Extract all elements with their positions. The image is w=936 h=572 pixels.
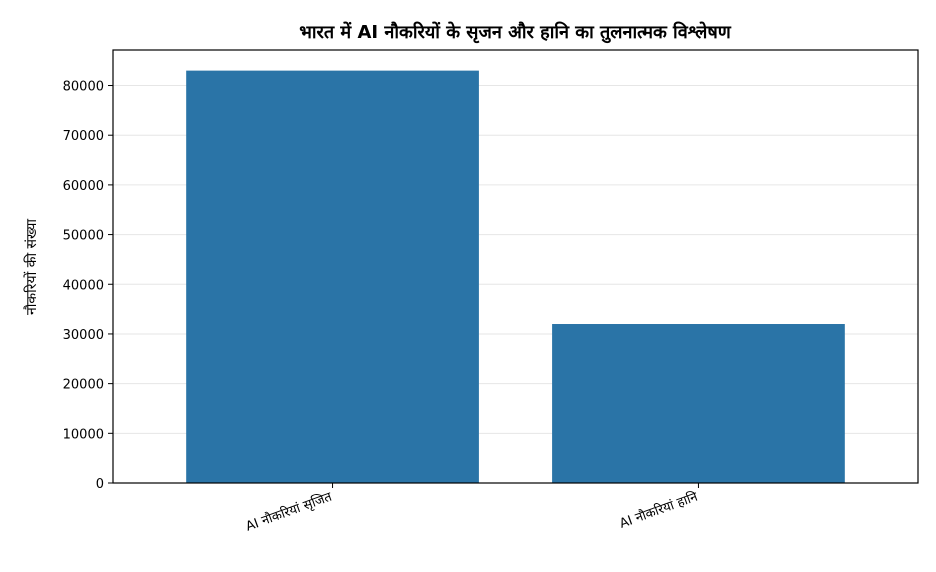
y-axis-ticks: 0 10000 20000 30000 40000 50000 60000 70000 8000… (63, 80, 113, 492)
bar-1 (186, 70, 479, 483)
y-tick-label: 10000 (63, 427, 104, 442)
y-tick-label: 60000 (63, 179, 104, 194)
chart-title: भारत में AI नौकरियों के सृजन और हानि का … (299, 21, 732, 44)
y-tick-label: 40000 (63, 278, 104, 293)
plot-frame (112, 49, 919, 484)
y-tick-label: 20000 (63, 378, 104, 393)
y-tick-label: 30000 (63, 328, 104, 343)
y-tick-label: 50000 (63, 229, 104, 244)
y-tick-label: 70000 (63, 129, 104, 144)
bar-2 (552, 324, 845, 483)
y-tick-label: 0 (96, 477, 104, 492)
y-axis-label: नौकरियों की संख्या (23, 219, 40, 315)
bars (186, 70, 845, 483)
y-tick-label: 80000 (63, 80, 104, 95)
